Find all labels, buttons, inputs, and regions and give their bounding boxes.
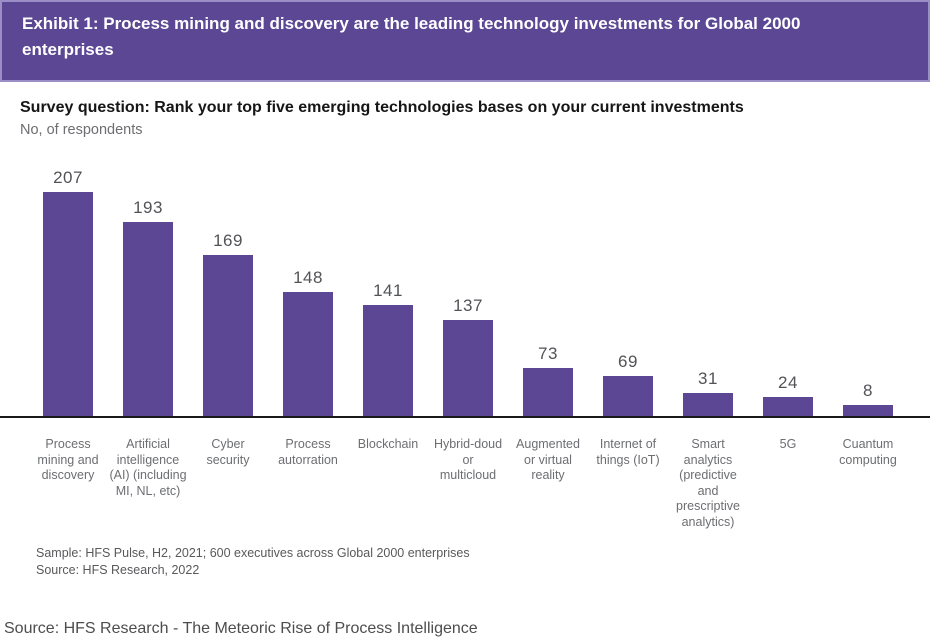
exhibit-title: Exhibit 1: Process mining and discovery …: [22, 14, 801, 59]
bar: [283, 292, 333, 416]
page-source: Source: HFS Research - The Meteoric Rise…: [4, 620, 478, 637]
category-label: Hybrid-doud or multicloud: [433, 437, 503, 482]
bar-column: 141: [348, 281, 428, 416]
chart-bars-area: 207 193 169 148 141 137 73 69 31 24 8: [0, 159, 930, 416]
bar: [843, 405, 893, 416]
x-axis-line: [0, 416, 930, 418]
bar-value-label: 31: [698, 369, 718, 388]
chart-footnotes: Sample: HFS Pulse, H2, 2021; 600 executi…: [36, 545, 470, 579]
survey-question: Survey question: Rank your top five emer…: [20, 99, 744, 116]
category-label: Cyber security: [206, 437, 250, 467]
category-label: Internet of things (IoT): [596, 437, 660, 467]
bar-value-label: 8: [863, 381, 873, 400]
bar-value-label: 193: [133, 198, 163, 217]
bar-value-label: 207: [53, 168, 83, 187]
sample-note: Sample: HFS Pulse, H2, 2021; 600 executi…: [36, 546, 470, 560]
bar: [523, 368, 573, 416]
exhibit-header: Exhibit 1: Process mining and discovery …: [0, 0, 930, 82]
bar-column: 73: [508, 344, 588, 416]
x-axis-labels: Process mining and discovery Artificial i…: [0, 437, 930, 530]
category-label: 5G: [779, 437, 797, 451]
bar-value-label: 69: [618, 352, 638, 371]
bar-chart: 207 193 169 148 141 137 73 69 31 24 8 Process mini…: [0, 159, 930, 530]
bar: [763, 397, 813, 416]
bar: [43, 192, 93, 416]
bar: [683, 393, 733, 416]
category-label: Smart analytics (predictive and prescrip…: [676, 437, 740, 529]
category-label: Cuantum computing: [839, 437, 897, 467]
bar-value-label: 141: [373, 281, 403, 300]
bar: [123, 222, 173, 416]
bar-column: 69: [588, 352, 668, 416]
category-label: Process autorration: [278, 437, 338, 467]
bar-column: 148: [268, 268, 348, 416]
bar-column: 31: [668, 369, 748, 416]
category-label: Blockchain: [357, 437, 419, 451]
bar-column: 169: [188, 231, 268, 416]
bar-column: 137: [428, 296, 508, 416]
category-label: Augmented or virtual reality: [516, 437, 580, 482]
bar-column: 207: [28, 168, 108, 416]
bar: [443, 320, 493, 416]
category-label: Artificial intelligence (AI) (including …: [109, 437, 187, 498]
bar-column: 24: [748, 373, 828, 416]
bar: [203, 255, 253, 416]
bar: [603, 376, 653, 416]
y-axis-unit-label: No, of respondents: [20, 122, 143, 138]
bar-value-label: 169: [213, 231, 243, 250]
bar-column: 193: [108, 198, 188, 416]
source-note: Source: HFS Research, 2022: [36, 563, 200, 577]
bar-column: 8: [828, 381, 908, 416]
bar-value-label: 73: [538, 344, 558, 363]
bar-value-label: 148: [293, 268, 323, 287]
bar: [363, 305, 413, 416]
bar-value-label: 24: [778, 373, 798, 392]
bar-value-label: 137: [453, 296, 483, 315]
category-label: Process mining and discovery: [37, 437, 99, 482]
